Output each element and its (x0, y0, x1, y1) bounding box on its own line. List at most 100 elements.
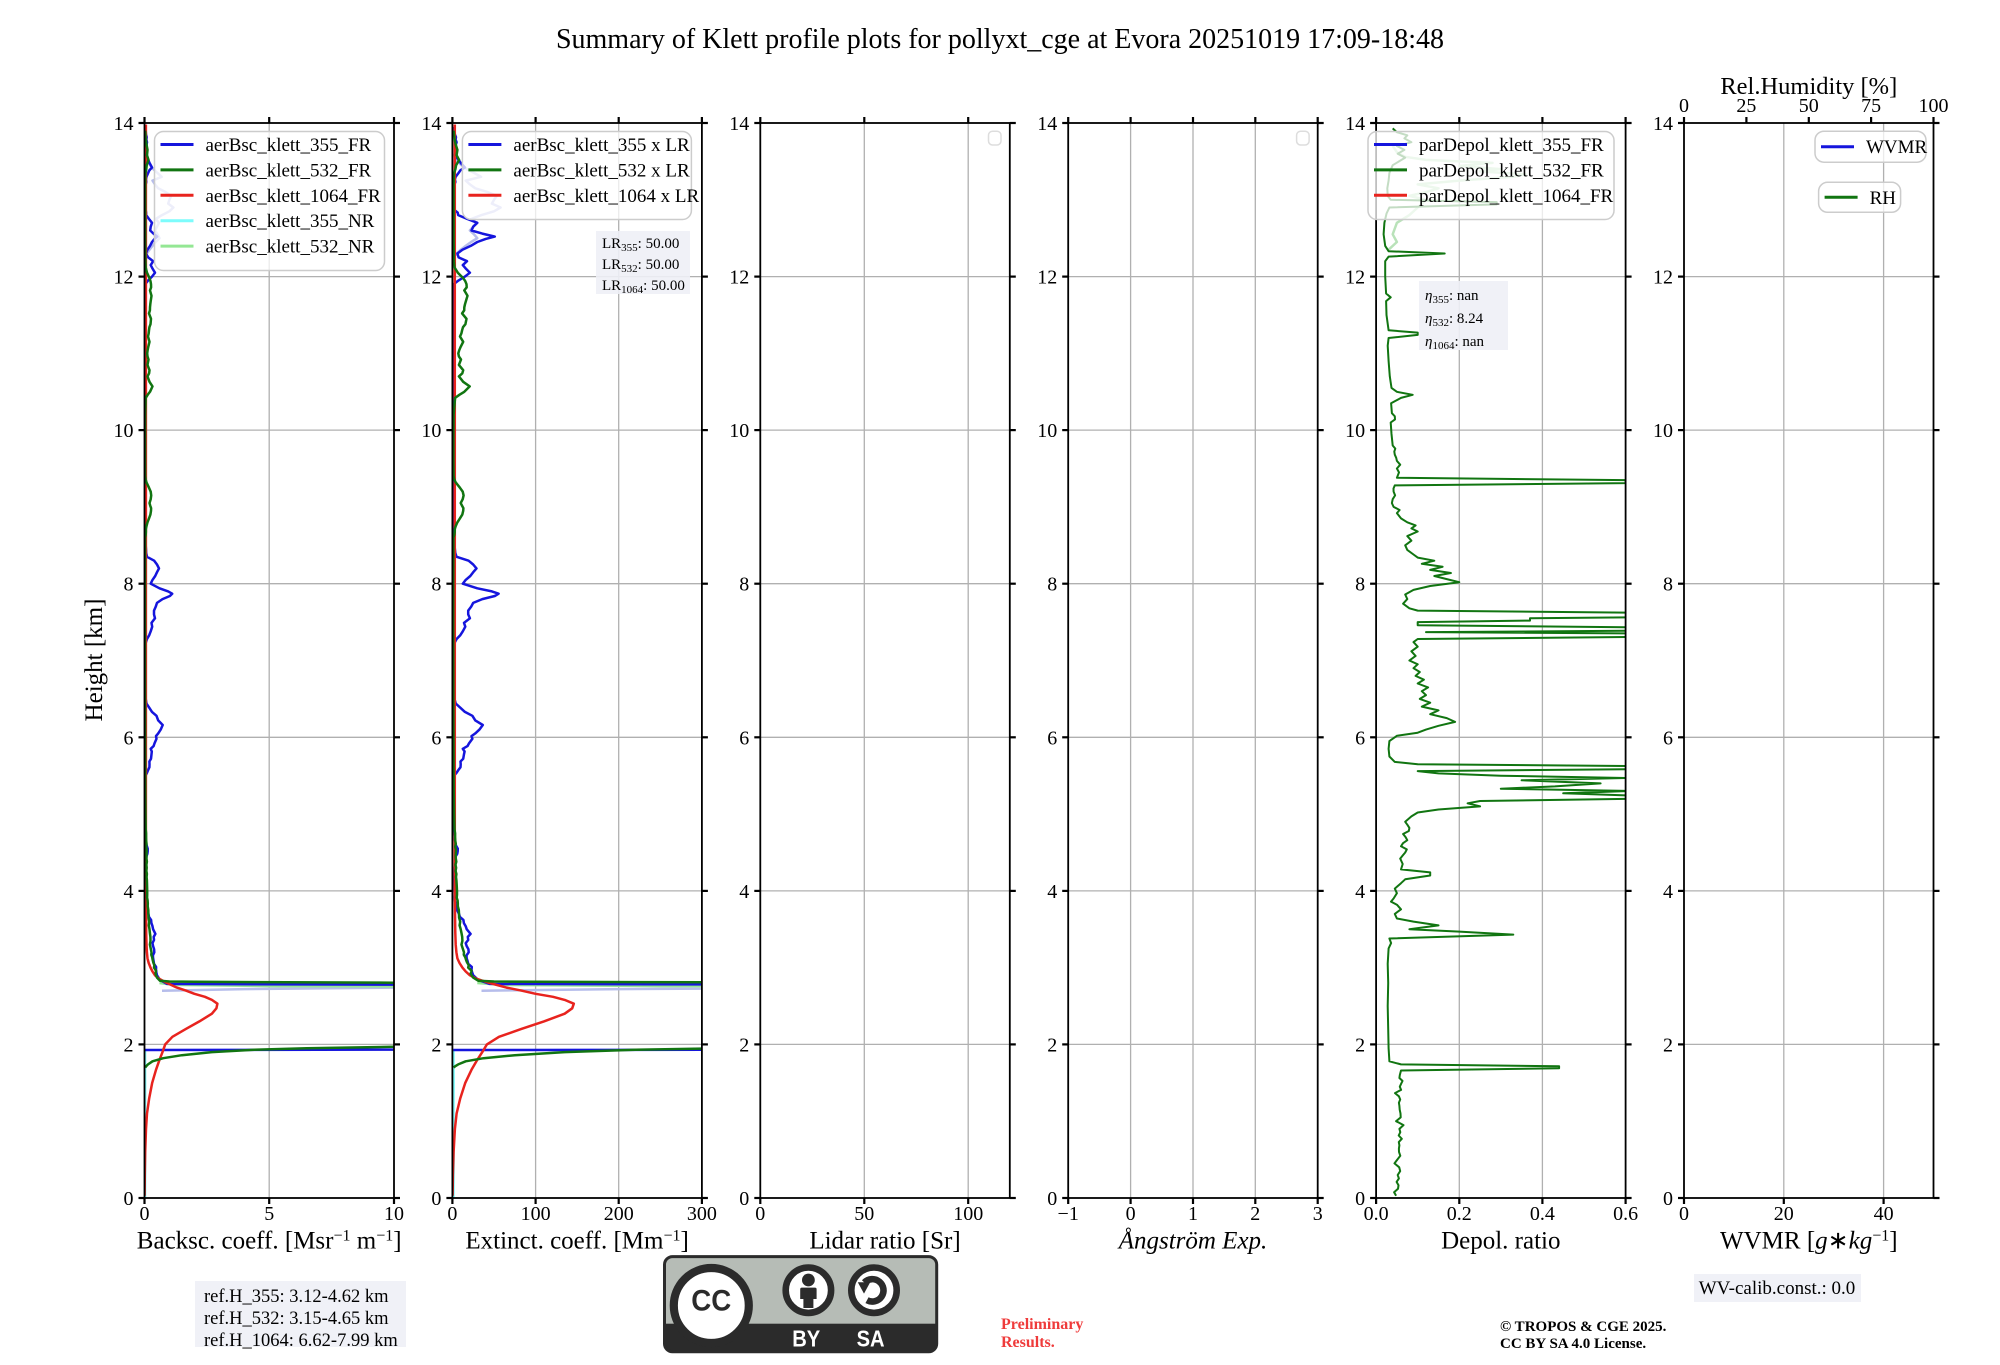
svg-text:14: 14 (421, 113, 441, 135)
svg-text:ref.H_355: 3.12-4.62 km: ref.H_355: 3.12-4.62 km (204, 1287, 389, 1307)
svg-text:0: 0 (1679, 95, 1689, 117)
svg-text:2: 2 (1355, 1034, 1365, 1056)
svg-text:0: 0 (1047, 1188, 1057, 1210)
svg-text:2: 2 (1663, 1034, 1673, 1056)
svg-text:0: 0 (1355, 1188, 1365, 1210)
svg-text:0.4: 0.4 (1530, 1203, 1555, 1225)
svg-text:1: 1 (1188, 1203, 1198, 1225)
svg-text:25: 25 (1736, 95, 1756, 117)
svg-text:0.0: 0.0 (1364, 1203, 1389, 1225)
svg-text:aerBsc_klett_355_NR: aerBsc_klett_355_NR (206, 211, 375, 232)
svg-text:ref.H_1064: 6.62-7.99 km: ref.H_1064: 6.62-7.99 km (204, 1331, 398, 1351)
svg-text:100: 100 (1919, 95, 1949, 117)
svg-text:BY: BY (792, 1326, 820, 1352)
svg-text:aerBsc_klett_532_NR: aerBsc_klett_532_NR (206, 237, 375, 258)
svg-text:4: 4 (1663, 881, 1673, 903)
svg-text:−1: −1 (1058, 1203, 1079, 1225)
svg-text:aerBsc_klett_532_FR: aerBsc_klett_532_FR (206, 160, 372, 181)
svg-text:10: 10 (384, 1203, 404, 1225)
svg-text:aerBsc_klett_532 x LR: aerBsc_klett_532 x LR (513, 160, 690, 181)
svg-text:14: 14 (1345, 113, 1365, 135)
svg-text:0: 0 (447, 1203, 457, 1225)
svg-text:0: 0 (1679, 1203, 1689, 1225)
svg-text:8: 8 (1047, 574, 1057, 596)
svg-text:10: 10 (1345, 420, 1365, 442)
svg-text:12: 12 (421, 267, 441, 289)
svg-text:0: 0 (431, 1188, 441, 1210)
svg-text:Summary of Klett profile plots: Summary of Klett profile plots for polly… (556, 24, 1444, 55)
svg-text:100: 100 (521, 1203, 551, 1225)
svg-text:0.2: 0.2 (1447, 1203, 1472, 1225)
svg-text:0: 0 (755, 1203, 765, 1225)
svg-text:Rel.Humidity [%]: Rel.Humidity [%] (1720, 73, 1897, 100)
svg-text:6: 6 (431, 727, 441, 749)
svg-text:6: 6 (1663, 727, 1673, 749)
svg-text:parDepol_klett_355_FR: parDepol_klett_355_FR (1419, 135, 1604, 156)
svg-text:10: 10 (1037, 420, 1057, 442)
svg-text:75: 75 (1861, 95, 1881, 117)
svg-text:8: 8 (739, 574, 749, 596)
svg-text:14: 14 (114, 113, 134, 135)
svg-text:aerBsc_klett_1064_FR: aerBsc_klett_1064_FR (206, 186, 382, 207)
svg-text:6: 6 (1047, 727, 1057, 749)
svg-text:12: 12 (1037, 267, 1057, 289)
svg-text:6: 6 (739, 727, 749, 749)
svg-text:0: 0 (124, 1188, 134, 1210)
svg-text:Depol. ratio: Depol. ratio (1441, 1228, 1560, 1255)
svg-text:parDepol_klett_1064_FR: parDepol_klett_1064_FR (1419, 186, 1614, 207)
svg-text:6: 6 (1355, 727, 1365, 749)
svg-text:100: 100 (953, 1203, 983, 1225)
svg-text:10: 10 (729, 420, 749, 442)
svg-text:2: 2 (124, 1034, 134, 1056)
svg-text:Height [km]: Height [km] (81, 599, 108, 722)
svg-text:Ångström Exp.: Ångström Exp. (1117, 1228, 1268, 1255)
svg-text:10: 10 (1653, 420, 1673, 442)
svg-text:0: 0 (140, 1203, 150, 1225)
svg-text:20: 20 (1774, 1203, 1794, 1225)
svg-text:14: 14 (729, 113, 749, 135)
svg-text:Backsc. coeff. [Msr−1 m−1]: Backsc. coeff. [Msr−1 m−1] (137, 1227, 402, 1255)
svg-text:14: 14 (1037, 113, 1057, 135)
svg-text:© TROPOS & CGE 2025.: © TROPOS & CGE 2025. (1500, 1319, 1667, 1335)
svg-text:0.6: 0.6 (1613, 1203, 1638, 1225)
svg-text:aerBsc_klett_355 x LR: aerBsc_klett_355 x LR (513, 135, 690, 156)
svg-text:parDepol_klett_532_FR: parDepol_klett_532_FR (1419, 160, 1604, 181)
svg-text:Results.: Results. (1001, 1334, 1055, 1351)
svg-text:50: 50 (854, 1203, 874, 1225)
svg-text:WVMR: WVMR (1866, 137, 1928, 158)
svg-text:WVMR [g∗kg−1]: WVMR [g∗kg−1] (1720, 1227, 1898, 1255)
svg-text:10: 10 (114, 420, 134, 442)
svg-text:6: 6 (124, 727, 134, 749)
svg-text:4: 4 (1355, 881, 1365, 903)
svg-text:8: 8 (431, 574, 441, 596)
svg-text:aerBsc_klett_355_FR: aerBsc_klett_355_FR (206, 135, 372, 156)
svg-text:8: 8 (1355, 574, 1365, 596)
svg-text:LR532: 50.00: LR532: 50.00 (602, 257, 679, 275)
svg-text:2: 2 (1250, 1203, 1260, 1225)
svg-text:40: 40 (1874, 1203, 1894, 1225)
svg-text:2: 2 (431, 1034, 441, 1056)
svg-text:2: 2 (1047, 1034, 1057, 1056)
svg-text:aerBsc_klett_1064 x LR: aerBsc_klett_1064 x LR (513, 186, 699, 207)
svg-text:50: 50 (1799, 95, 1819, 117)
svg-text:0: 0 (1663, 1188, 1673, 1210)
svg-text:RH: RH (1870, 188, 1897, 209)
svg-text:CC: CC (691, 1285, 731, 1318)
svg-text:LR355: 50.00: LR355: 50.00 (602, 236, 679, 254)
svg-text:η1064: nan: η1064: nan (1425, 334, 1485, 352)
svg-text:12: 12 (1653, 267, 1673, 289)
svg-text:10: 10 (421, 420, 441, 442)
svg-text:CC BY SA 4.0 License.: CC BY SA 4.0 License. (1500, 1336, 1646, 1352)
svg-text:200: 200 (604, 1203, 634, 1225)
svg-text:4: 4 (1047, 881, 1057, 903)
svg-text:2: 2 (739, 1034, 749, 1056)
svg-text:3: 3 (1313, 1203, 1323, 1225)
svg-text:ref.H_532: 3.15-4.65 km: ref.H_532: 3.15-4.65 km (204, 1309, 389, 1329)
svg-text:SA: SA (857, 1326, 885, 1352)
svg-text:14: 14 (1653, 113, 1673, 135)
svg-text:4: 4 (739, 881, 749, 903)
svg-text:5: 5 (264, 1203, 274, 1225)
svg-text:12: 12 (1345, 267, 1365, 289)
svg-text:Preliminary: Preliminary (1001, 1316, 1083, 1333)
svg-text:Lidar ratio [Sr]: Lidar ratio [Sr] (809, 1228, 960, 1255)
